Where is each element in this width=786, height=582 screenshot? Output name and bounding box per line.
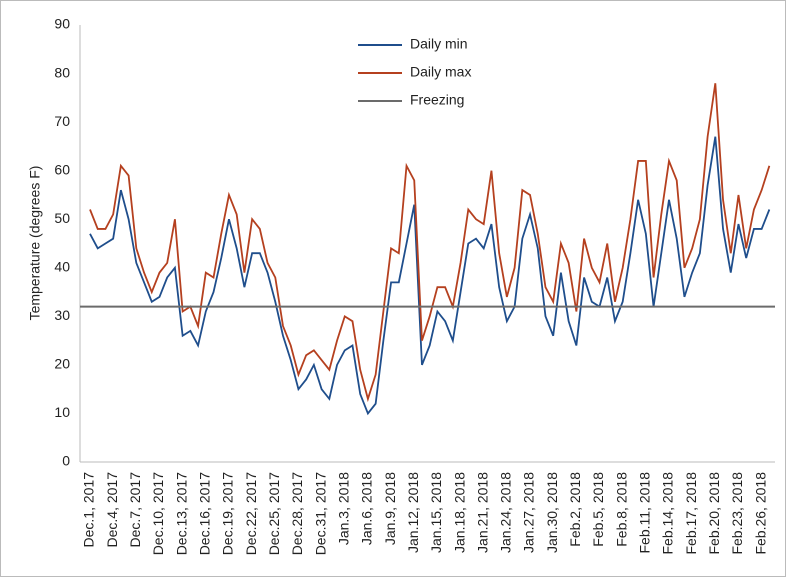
x-tick-label: Feb.11, 2018 (637, 472, 653, 554)
x-tick-label: Dec.28, 2017 (289, 472, 305, 555)
y-axis-label: Temperature (degrees F) (27, 166, 43, 321)
x-tick-label: Jan.18, 2018 (451, 472, 467, 553)
x-tick-label: Dec.19, 2017 (220, 472, 236, 555)
x-tick-label: Feb.8, 2018 (613, 472, 629, 547)
y-tick-label: 50 (54, 210, 70, 226)
x-tick-label: Jan.12, 2018 (405, 472, 421, 553)
y-tick-label: 90 (54, 16, 70, 32)
y-tick-label: 70 (54, 113, 70, 129)
x-tick-label: Feb.26, 2018 (752, 472, 768, 555)
x-tick-label: Feb.20, 2018 (706, 472, 722, 555)
x-tick-label: Dec.22, 2017 (243, 472, 259, 555)
series-line (89, 136, 771, 416)
x-tick-label: Jan.24, 2018 (498, 472, 514, 553)
x-tick-label: Jan.21, 2018 (474, 472, 490, 553)
x-tick-label: Dec.13, 2017 (173, 472, 189, 555)
y-tick-label: 60 (54, 161, 70, 177)
y-tick-label: 0 (62, 453, 70, 469)
y-tick-label: 10 (54, 404, 70, 420)
x-tick-label: Dec.7, 2017 (127, 472, 143, 548)
x-tick-label: Dec.16, 2017 (197, 472, 213, 555)
x-tick-label: Feb.14, 2018 (660, 472, 676, 555)
x-tick-label: Feb.2, 2018 (567, 472, 583, 547)
x-tick-label: Jan.27, 2018 (521, 472, 537, 553)
x-tick-label: Feb.17, 2018 (683, 472, 699, 555)
y-tick-label: 80 (54, 64, 70, 80)
x-tick-label: Dec.25, 2017 (266, 472, 282, 555)
x-tick-label: Feb.23, 2018 (729, 472, 745, 555)
y-tick-label: 40 (54, 258, 70, 274)
series-line (89, 83, 771, 403)
x-tick-label: Dec.31, 2017 (312, 472, 328, 555)
legend-label: Daily min (410, 36, 468, 52)
legend-label: Daily max (410, 64, 471, 80)
x-tick-label: Jan.6, 2018 (359, 472, 375, 545)
x-tick-label: Jan.30, 2018 (544, 472, 560, 553)
x-tick-label: Feb.5, 2018 (590, 472, 606, 547)
x-tick-label: Dec.10, 2017 (150, 472, 166, 555)
x-tick-label: Jan.15, 2018 (428, 472, 444, 553)
x-tick-label: Jan.9, 2018 (382, 472, 398, 545)
y-tick-label: 30 (54, 307, 70, 323)
x-tick-label: Dec.4, 2017 (104, 472, 120, 548)
x-tick-label: Dec.1, 2017 (81, 472, 97, 548)
y-tick-label: 20 (54, 356, 70, 372)
legend-label: Freezing (410, 92, 464, 108)
x-tick-label: Jan.3, 2018 (335, 472, 351, 545)
